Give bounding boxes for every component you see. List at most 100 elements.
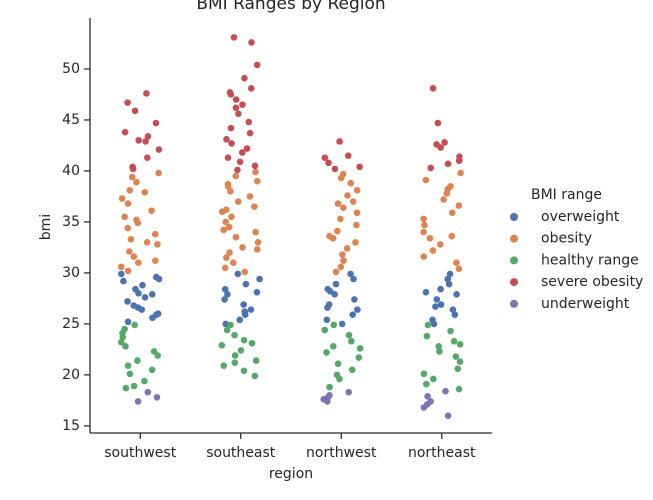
point [429,247,437,254]
point [222,206,230,213]
point [247,85,255,92]
point [353,221,360,229]
point [151,257,159,264]
point [329,234,337,242]
point [131,321,138,329]
point [448,209,456,217]
point [118,195,126,202]
point [221,285,229,293]
point [227,321,234,329]
point [437,144,445,151]
point [218,342,226,349]
point [129,165,137,173]
point [334,200,342,207]
point [152,119,160,127]
point [349,198,357,205]
point [119,333,127,341]
point [231,352,239,359]
point [124,318,132,326]
point [228,140,235,147]
point [324,304,331,311]
point [248,339,256,347]
point [450,337,458,345]
point [337,174,345,182]
point [220,226,227,234]
point [422,176,430,184]
point [343,245,351,252]
y-tick-label: 15 [62,418,80,434]
point [446,270,454,278]
point [326,287,334,295]
point [251,372,258,380]
point [247,306,255,313]
point [321,326,329,334]
point [422,288,430,296]
point [426,234,434,242]
point [254,239,262,246]
point [131,107,139,115]
point [445,280,453,288]
point [227,91,235,98]
point [253,61,261,69]
point [254,177,261,185]
point [125,248,133,255]
point [243,145,251,152]
point [344,152,352,159]
point [240,336,248,344]
point [234,270,242,278]
point [117,270,125,278]
point [124,362,132,370]
point [423,332,431,340]
point [224,180,232,188]
point [356,345,364,352]
point [256,275,263,283]
point [336,375,343,383]
point [144,388,152,396]
point [228,213,235,221]
point [454,365,462,373]
point [239,244,246,251]
point [421,221,428,229]
point [449,306,457,313]
point [455,202,463,209]
point [223,136,230,143]
point [236,316,244,324]
point [452,353,460,360]
point [225,223,233,231]
point [245,118,253,126]
point [148,291,156,298]
legend-label: obesity [541,231,592,247]
point [143,90,150,97]
point [424,392,431,400]
y-tick-label: 25 [62,316,80,332]
point [337,263,345,271]
point [234,198,242,205]
point [232,96,240,103]
point [155,169,162,177]
point [325,159,332,167]
point [134,357,141,364]
point [153,311,160,319]
point [329,343,337,350]
point [252,357,260,364]
y-tick-label: 35 [62,214,80,230]
x-tick-label: northeast [408,445,476,461]
point [323,316,331,324]
point [155,146,163,153]
point [344,192,351,199]
point [430,375,437,383]
point [253,288,261,296]
point [242,280,250,288]
point [457,169,464,177]
point [240,367,248,375]
point [347,179,355,187]
point [126,187,134,194]
point [434,119,442,127]
point [240,301,247,308]
point [221,296,228,303]
point [330,321,338,329]
point [437,241,444,248]
point [332,280,340,288]
legend-label: overweight [541,209,620,225]
